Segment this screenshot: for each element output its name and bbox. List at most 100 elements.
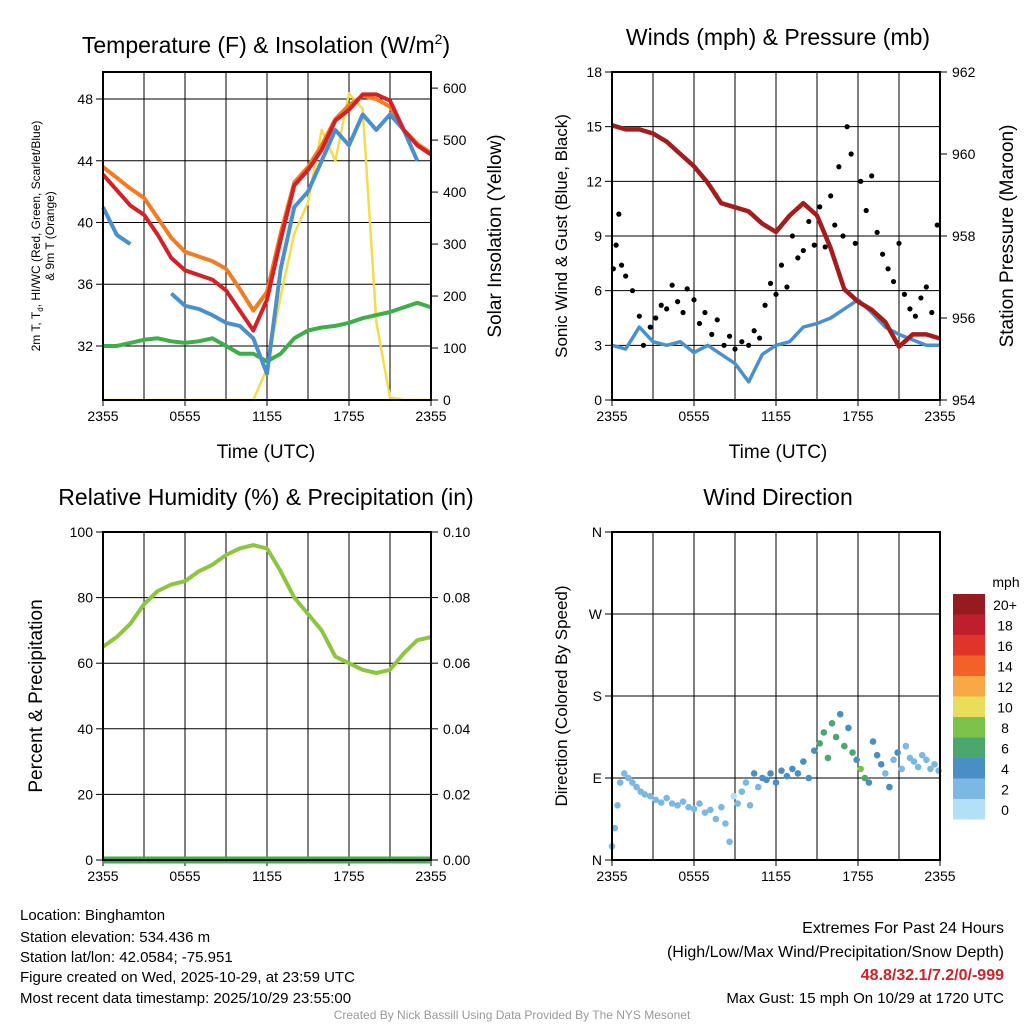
legend-swatch (953, 717, 985, 738)
extremes-subtitle: (High/Low/Max Wind/Precipitation/Snow De… (667, 944, 1004, 961)
temp-panel: 32 36 40 44 48 0 100 200 300 400 500 600 2355 0555 115… (77, 71, 467, 424)
direction-point (707, 806, 714, 814)
y2-tick-label: 400 (443, 184, 467, 200)
sonic-wind-line (611, 298, 940, 384)
direction-point (734, 800, 742, 807)
temp-xlabel: Time (UTC) (217, 442, 316, 463)
direction-point (611, 824, 619, 832)
direction-point (767, 770, 774, 777)
direction-point (857, 765, 865, 773)
y2-tick-label: 0.06 (443, 655, 470, 671)
gust-point (696, 320, 703, 327)
y2-tick-label: 100 (443, 340, 467, 356)
direction-point (890, 756, 897, 764)
direction-point (931, 761, 938, 768)
legend-label: 14 (997, 659, 1013, 675)
direction-point (783, 772, 791, 780)
gust-point (863, 207, 869, 214)
y-tick-label: 12 (586, 173, 602, 189)
gust-point (629, 288, 636, 294)
extremes-title: Extremes For Past 24 Hours (802, 920, 1004, 937)
direction-point (832, 733, 840, 741)
direction-point (646, 792, 654, 800)
gust-point (732, 346, 738, 352)
x-tick-label: 0555 (678, 868, 709, 884)
direction-point (629, 779, 636, 786)
direction-point (789, 765, 796, 773)
direction-point (742, 779, 750, 786)
gust-point (784, 284, 790, 290)
x-tick-label: 1755 (333, 868, 364, 884)
gust-point (664, 306, 670, 312)
direction-point (882, 770, 889, 777)
x-tick-label: 2355 (415, 868, 446, 884)
x-tick-label: 1755 (333, 408, 364, 424)
direction-point (820, 729, 828, 736)
direction-point (746, 802, 754, 809)
gust-point (709, 331, 715, 337)
gust-point (726, 333, 733, 339)
direction-point (614, 802, 621, 809)
y-tick-label: 40 (77, 721, 93, 737)
temp-ylabel-1: 2m T, Td, HI/WC (Red, Green, Scarlet/Blu… (29, 121, 45, 352)
gust-point (640, 342, 647, 348)
gust-point (767, 280, 774, 286)
wdir-title: Wind Direction (703, 484, 853, 510)
x-tick-label: 0555 (169, 408, 200, 424)
direction-point (722, 820, 729, 827)
direction-point (641, 791, 649, 798)
rh-line (101, 543, 432, 675)
x-tick-label: 0555 (678, 408, 709, 424)
legend-label: 8 (1001, 720, 1009, 736)
wind-title: Winds (mph) & Pressure (mb) (626, 24, 930, 50)
gust-point (751, 328, 757, 334)
x-tick-label: 2355 (924, 868, 955, 884)
y2-tick-label: 0.04 (443, 721, 470, 737)
direction-point (902, 742, 910, 750)
legend-swatch (953, 696, 985, 717)
gust-point (844, 124, 850, 130)
legend-label: 2 (1001, 782, 1009, 798)
legend-label: 20+ (993, 597, 1017, 613)
credit: Created By Nick Bassill Using Data Provi… (334, 1008, 691, 1022)
wdir-frame (611, 531, 941, 861)
wind-frame (611, 71, 941, 401)
gust-point (918, 295, 924, 301)
gust-point (934, 222, 940, 228)
temp-y2label: Solar Insolation (Yellow) (485, 134, 506, 337)
direction-point (865, 779, 873, 786)
direction-point (845, 724, 852, 732)
direction-point (923, 756, 930, 764)
extremes-values: 48.8/32.1/7.2/0/-999 (861, 967, 1004, 984)
y-tick-label: 60 (77, 655, 93, 671)
y-tick-label: N (592, 524, 602, 540)
info-location: Location: Binghamton (20, 907, 165, 924)
gust-point (885, 266, 891, 272)
direction-point (690, 805, 698, 813)
x-tick-label: 1155 (761, 408, 791, 424)
wind-panel: 0 3 6 9 12 15 18 954 956 958 960 962 2355 0555 1155 175… (586, 64, 975, 424)
speed-legend: 20+ 18 16 14 12 10 8 6 4 2 0 (953, 594, 1017, 820)
gust-point (880, 251, 886, 257)
x-tick-label: 2355 (87, 868, 118, 884)
gust-point (836, 164, 842, 170)
y2-tick-label: 0.00 (443, 852, 470, 868)
y2-tick-label: 956 (952, 310, 976, 326)
direction-point (877, 761, 885, 768)
series-hiwc-line (101, 112, 420, 376)
x-tick-label: 1155 (252, 408, 282, 424)
gust-point (912, 313, 919, 319)
direction-point (685, 803, 692, 811)
y2-tick-label: 962 (952, 64, 976, 80)
direction-point (625, 774, 632, 782)
series-2mt-line (101, 92, 433, 333)
legend-label: 12 (997, 679, 1013, 695)
x-tick-label: 2355 (924, 408, 955, 424)
direction-point (918, 751, 926, 759)
gust-point (757, 335, 763, 341)
gust-point (653, 315, 659, 321)
wind-ylabel: Sonic Wind & Gust (Blue, Black) (552, 114, 571, 358)
gust-point (746, 342, 752, 348)
